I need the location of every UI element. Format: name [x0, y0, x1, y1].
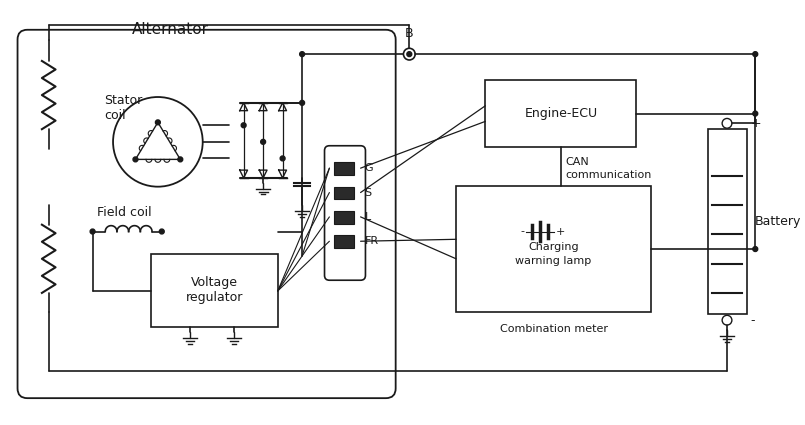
Circle shape [133, 157, 138, 162]
Circle shape [299, 52, 304, 57]
Text: Engine-ECU: Engine-ECU [524, 107, 597, 120]
Text: Battery: Battery [754, 215, 801, 228]
Circle shape [722, 119, 732, 128]
Text: Voltage
regulator: Voltage regulator [186, 277, 243, 304]
Text: G: G [365, 163, 373, 173]
Text: CAN
communication: CAN communication [566, 156, 652, 180]
Text: S: S [365, 187, 372, 198]
Circle shape [113, 97, 203, 187]
Circle shape [407, 52, 411, 57]
Text: -: - [520, 227, 524, 236]
Circle shape [280, 156, 285, 161]
Text: FR: FR [365, 236, 378, 246]
Circle shape [90, 229, 95, 234]
Circle shape [299, 100, 304, 105]
Circle shape [155, 120, 160, 125]
Text: -: - [750, 314, 755, 327]
Text: +: + [555, 227, 565, 236]
Text: Combination meter: Combination meter [500, 324, 608, 334]
Text: L: L [365, 212, 371, 222]
Circle shape [403, 48, 415, 60]
Bar [151, 254, 278, 327]
Text: Alternator: Alternator [132, 22, 209, 37]
Bar [456, 186, 651, 312]
Circle shape [261, 139, 266, 144]
Circle shape [753, 111, 758, 116]
Circle shape [159, 229, 164, 234]
Text: +: + [750, 117, 761, 130]
Bar [708, 129, 746, 314]
Bar [485, 80, 637, 147]
Circle shape [753, 52, 758, 57]
Circle shape [178, 157, 183, 162]
Text: Field coil: Field coil [97, 206, 152, 218]
Text: Stator
coil: Stator coil [105, 94, 142, 122]
Bar [334, 211, 353, 224]
Circle shape [242, 123, 246, 128]
Circle shape [722, 315, 732, 325]
Bar [334, 162, 353, 175]
Circle shape [753, 246, 758, 252]
Bar [334, 235, 353, 248]
Bar [334, 187, 353, 199]
Text: B: B [405, 28, 414, 40]
Text: Charging
warning lamp: Charging warning lamp [515, 242, 592, 266]
